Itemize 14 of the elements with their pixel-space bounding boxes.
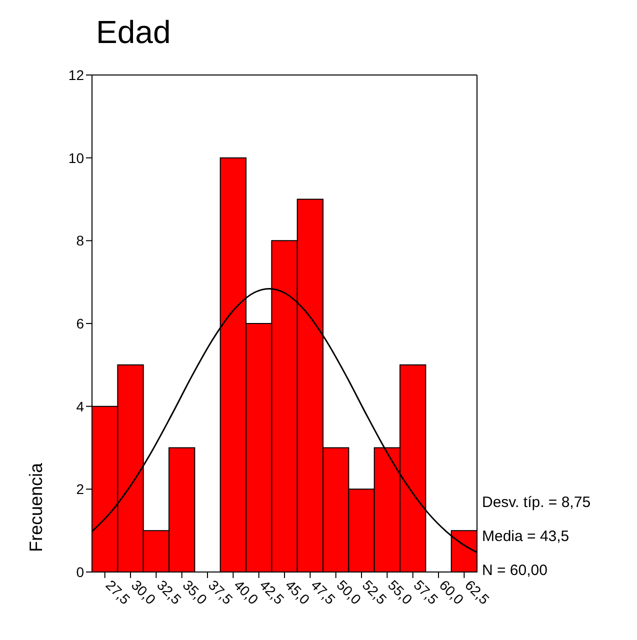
y-tick-label: 10 [68,150,84,166]
text: Media = 43,5 [482,527,570,547]
y-tick-label: 12 [68,66,84,83]
x-tick-label: 27,5 [102,576,134,608]
y-tick-label: 4 [76,398,84,414]
x-tick-label: 50,0 [334,576,364,608]
y-axis-title: Frecuencia [26,462,46,552]
y-tick-label: 6 [76,315,84,332]
text: Desv. típ. = 8,75 [482,493,591,513]
chart-title: Edad [96,14,171,51]
y-tick-label: 8 [76,232,84,249]
x-tick-label: 42,5 [256,576,288,608]
y-tick-label: 2 [76,481,84,498]
y-tick-label: 0 [76,564,84,580]
